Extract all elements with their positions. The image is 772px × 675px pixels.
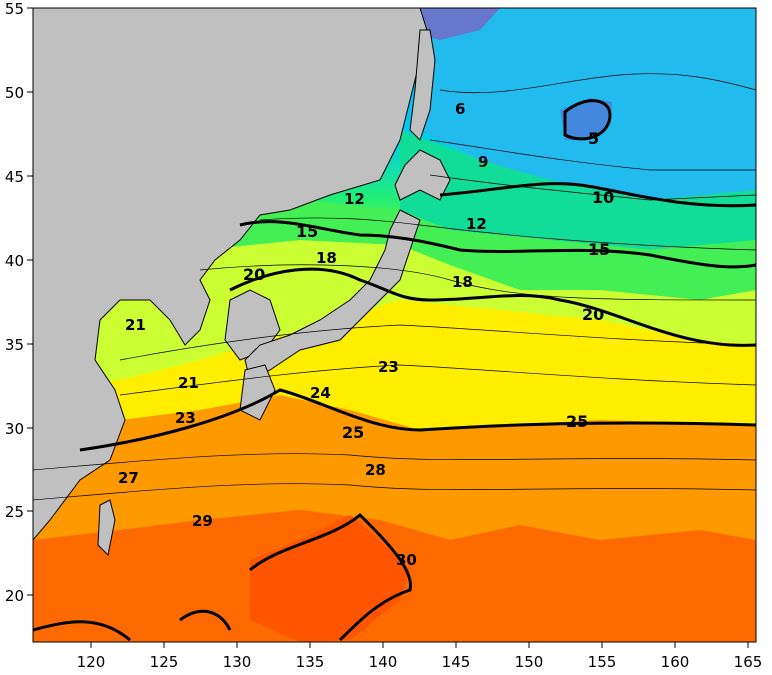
x-tick-label: 150 (515, 653, 544, 671)
contour-label-28: 28 (365, 461, 386, 479)
y-tick-label: 35 (5, 336, 24, 354)
contour-label-18a: 18 (316, 249, 337, 267)
coldest-zone (420, 8, 500, 40)
plot-frame (32, 7, 757, 643)
contour-label-25a: 25 (342, 423, 364, 442)
contour-label-20a: 20 (243, 265, 265, 284)
contour-labels: 5 6 9 10 12 12 15 15 18 18 20 20 21 21 2… (118, 100, 614, 569)
x-tick-label: 130 (223, 653, 252, 671)
x-tick-label: 145 (442, 653, 471, 671)
contour-label-5: 5 (588, 129, 599, 148)
y-tick-label: 45 (5, 168, 24, 186)
x-tick-label: 155 (588, 653, 617, 671)
contour-label-27: 27 (118, 469, 139, 487)
contour-25 (79, 388, 756, 452)
thick-contours (33, 99, 756, 642)
contour-30 (249, 512, 412, 642)
y-tick-label: 25 (5, 503, 24, 521)
contour-15 (239, 220, 756, 269)
y-tick-labels: 55 50 45 40 35 30 25 20 (5, 0, 24, 605)
contour-label-12a: 12 (344, 190, 365, 208)
x-tick-label: 165 (734, 653, 763, 671)
land (33, 8, 451, 557)
contour-label-21b: 21 (178, 374, 199, 392)
thin-contours (33, 73, 756, 501)
contour-label-15b: 15 (588, 240, 610, 259)
x-tick-label: 125 (150, 653, 179, 671)
cold-pool (560, 98, 612, 140)
contour-label-18b: 18 (452, 273, 473, 291)
contour-5 (563, 99, 612, 141)
x-tick-labels: 120 125 130 135 140 145 150 155 160 165 (77, 653, 763, 671)
contour-30-west (33, 620, 131, 642)
y-tick-label: 55 (5, 0, 24, 18)
contour-20 (229, 267, 756, 347)
contour-30-south (179, 609, 232, 631)
contour-label-30: 30 (396, 551, 417, 569)
contour-label-6: 6 (455, 100, 465, 118)
x-tick-label: 135 (296, 653, 325, 671)
yellow-green-band (33, 240, 756, 380)
y-tick-label: 50 (5, 84, 24, 102)
y-axis (27, 7, 33, 596)
contour-label-20b: 20 (582, 305, 604, 324)
contour-label-10: 10 (592, 188, 614, 207)
contour-label-21a: 21 (125, 316, 146, 334)
contour-label-15a: 15 (296, 222, 318, 241)
contour-label-23a: 23 (175, 409, 196, 427)
contour-label-23b: 23 (378, 358, 399, 376)
contour-label-29: 29 (192, 512, 213, 530)
y-tick-label: 20 (5, 587, 24, 605)
y-tick-label: 40 (5, 252, 24, 270)
x-axis (90, 642, 749, 648)
teal-band (400, 130, 756, 250)
x-tick-label: 140 (369, 653, 398, 671)
contour-label-24: 24 (310, 384, 331, 402)
y-tick-label: 30 (5, 420, 24, 438)
yellow-band (33, 300, 756, 440)
contour-label-12b: 12 (466, 215, 487, 233)
x-tick-label: 160 (661, 653, 690, 671)
contour-label-9: 9 (478, 153, 488, 171)
contour-label-25b: 25 (566, 412, 588, 431)
contour-10 (439, 182, 756, 208)
x-tick-label: 120 (77, 653, 106, 671)
